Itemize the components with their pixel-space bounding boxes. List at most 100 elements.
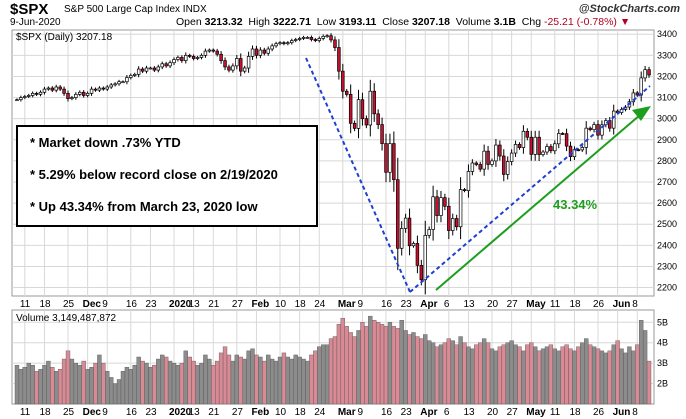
price-candle [384,143,388,173]
volume-bar [109,377,114,405]
x-tick-label: 18 [39,299,51,310]
volume-bar [517,346,522,405]
x-tick-label: 18 [39,407,51,418]
x-tick-label: 2020 [169,299,192,310]
volume-bar [383,326,389,405]
x-tick-label: Dec [83,407,102,418]
x-tick-label: 26 [593,299,605,310]
volume-bar [509,340,514,405]
price-candle [156,66,161,71]
price-candle [482,150,486,170]
volume-bar [591,346,597,405]
price-candle [54,86,58,91]
volume-bar [513,344,518,405]
volume-bar [556,350,561,405]
volume-tick-label: 5B [657,317,668,327]
x-tick-label: Feb [251,407,269,418]
price-candle [360,99,365,120]
price-candle [81,91,86,96]
x-tick-label: 10 [275,407,287,418]
price-candle [415,243,420,266]
price-candle [239,58,243,72]
price-candle [317,38,321,41]
price-candle [399,228,404,249]
price-candle [207,49,212,52]
price-candle [513,144,518,154]
price-candles [15,33,651,295]
x-tick-label: 18 [295,407,307,418]
price-candle [345,90,349,95]
volume-bar [30,364,35,405]
volume-bar [446,338,451,405]
volume-bar [611,344,616,405]
x-tick-label: 9 [102,299,108,310]
volume-bar [18,369,24,405]
price-candle [199,54,204,58]
x-tick-label: 27 [507,299,519,310]
volume-bar [120,371,126,405]
price-candle [337,47,341,72]
x-tick-label: 18 [569,299,581,310]
price-candle [631,92,636,103]
note-ytd: * Market down .73% YTD [30,135,181,150]
volume-bar [419,338,424,405]
x-tick-label: 11 [20,299,31,310]
price-candle [227,66,231,71]
price-candle [97,87,102,91]
x-tick-label: 9 [102,407,108,418]
x-tick-label: 11 [20,407,31,418]
price-candle [356,99,361,129]
ticker-symbol: $SPX [10,1,49,18]
volume-bar [97,354,102,405]
x-tick-label: May [526,299,546,310]
volume-bar [485,342,491,405]
price-candle [297,38,302,40]
price-candle [301,37,306,39]
price-tick-label: 3100 [657,93,677,103]
price-tick-label: 3200 [657,71,677,81]
x-tick-label: 27 [232,407,244,418]
volume-bar [22,367,27,405]
price-candle [215,50,219,55]
price-candle [105,86,109,90]
volume-bar [128,369,133,405]
x-tick-label: 25 [63,407,75,418]
gain-arrowhead [632,106,651,121]
price-tick-label: 2400 [657,240,677,250]
volume-bar [497,346,503,405]
price-candle [584,127,588,148]
volume-bar [73,362,79,405]
volume-bar [61,358,67,405]
price-candle [113,83,117,86]
price-candle [46,87,51,90]
x-tick-label: 16 [126,299,138,310]
volume-bar [564,344,569,405]
price-candle [27,95,31,97]
price-candle [148,67,153,70]
price-candle [447,205,451,231]
volume-bar [411,332,416,405]
volume-bar [124,367,130,405]
price-candle [164,63,168,67]
x-tick-label: 20 [487,407,499,418]
volume-bar [226,354,232,405]
x-tick-label: 13 [189,299,201,310]
price-candle [195,57,200,59]
volume-bar [407,334,412,405]
x-tick-label: 9 [357,407,363,418]
price-candle [521,130,526,148]
volume-bar [450,340,455,405]
volume-bar [521,350,526,405]
x-tick-label: Jun [613,407,631,418]
volume-bar [324,344,330,405]
volume-bar [462,342,467,405]
x-tick-label: 26 [593,407,605,418]
price-candle [266,48,270,54]
volume-bar [478,342,483,405]
source-credit[interactable]: @StockCharts.com [579,3,680,15]
chg-label: Chg [521,16,542,28]
price-candle [549,146,553,152]
quote-date: 9-Jun-2020 [10,17,61,28]
